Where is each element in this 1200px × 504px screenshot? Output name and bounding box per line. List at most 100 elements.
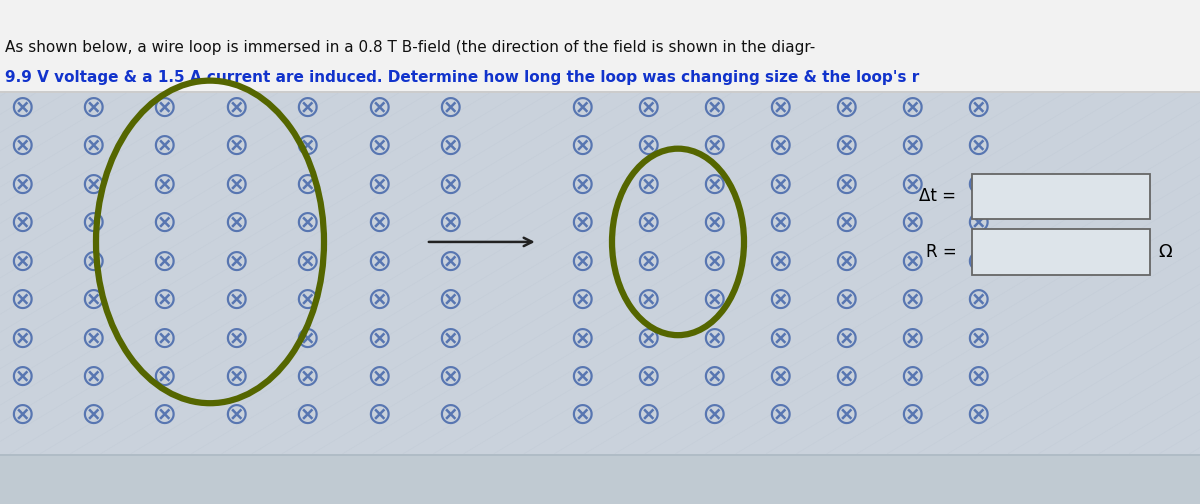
- Text: ⊗: ⊗: [80, 401, 106, 430]
- Text: ⊗: ⊗: [899, 286, 925, 315]
- Text: ⊗: ⊗: [767, 325, 793, 353]
- Text: ⊗: ⊗: [965, 132, 991, 161]
- Text: ⊗: ⊗: [833, 94, 859, 123]
- Text: ⊗: ⊗: [223, 94, 248, 123]
- Bar: [0, 0, 1200, 91]
- Text: ⊗: ⊗: [151, 94, 178, 123]
- Text: ⊗: ⊗: [294, 247, 320, 277]
- Text: ⊗: ⊗: [899, 171, 925, 200]
- Text: ⊗: ⊗: [635, 171, 661, 200]
- Text: ⊗: ⊗: [899, 94, 925, 123]
- Text: ⊗: ⊗: [294, 209, 320, 238]
- Text: ⊗: ⊗: [569, 171, 595, 200]
- Text: ⊗: ⊗: [151, 325, 178, 353]
- Text: ⊗: ⊗: [151, 286, 178, 315]
- Text: ⊗: ⊗: [833, 171, 859, 200]
- Text: ⊗: ⊗: [635, 247, 661, 277]
- Text: ⊗: ⊗: [366, 171, 391, 200]
- Text: ⊗: ⊗: [8, 363, 35, 392]
- Text: ⊗: ⊗: [437, 325, 463, 353]
- Text: ⊗: ⊗: [223, 171, 248, 200]
- Text: Δt =: Δt =: [919, 186, 956, 205]
- Text: ⊗: ⊗: [569, 132, 595, 161]
- Text: ⊗: ⊗: [294, 286, 320, 315]
- Text: ⊗: ⊗: [569, 325, 595, 353]
- Text: ⊗: ⊗: [701, 401, 727, 430]
- Text: ⊗: ⊗: [701, 286, 727, 315]
- Text: ⊗: ⊗: [701, 209, 727, 238]
- Text: ⊗: ⊗: [635, 286, 661, 315]
- Text: 9.9 V voltage & a 1.5 A current are induced. Determine how long the loop was cha: 9.9 V voltage & a 1.5 A current are indu…: [5, 70, 919, 85]
- Text: ⊗: ⊗: [294, 94, 320, 123]
- Text: ⊗: ⊗: [767, 171, 793, 200]
- Text: ⊗: ⊗: [899, 401, 925, 430]
- Text: ⊗: ⊗: [701, 325, 727, 353]
- Text: ⊗: ⊗: [80, 132, 106, 161]
- Text: ⊗: ⊗: [437, 363, 463, 392]
- Text: ⊗: ⊗: [366, 325, 391, 353]
- Text: ⊗: ⊗: [965, 363, 991, 392]
- Text: ⊗: ⊗: [965, 401, 991, 430]
- Text: ⊗: ⊗: [223, 247, 248, 277]
- Text: ⊗: ⊗: [223, 363, 248, 392]
- Text: ⊗: ⊗: [437, 94, 463, 123]
- Text: ⊗: ⊗: [701, 247, 727, 277]
- Text: ⊗: ⊗: [569, 286, 595, 315]
- Text: ⊗: ⊗: [294, 325, 320, 353]
- Text: ⊗: ⊗: [294, 363, 320, 392]
- Text: ⊗: ⊗: [767, 94, 793, 123]
- Text: ⊗: ⊗: [833, 247, 859, 277]
- Text: ⊗: ⊗: [635, 401, 661, 430]
- Text: ⊗: ⊗: [833, 401, 859, 430]
- Text: ⊗: ⊗: [437, 286, 463, 315]
- Text: ⊗: ⊗: [151, 209, 178, 238]
- Text: ⊗: ⊗: [294, 171, 320, 200]
- Text: ⊗: ⊗: [151, 247, 178, 277]
- Text: Ω: Ω: [1158, 243, 1171, 261]
- Text: ⊗: ⊗: [767, 401, 793, 430]
- Text: ⊗: ⊗: [965, 286, 991, 315]
- Text: ⊗: ⊗: [437, 209, 463, 238]
- Text: ⊗: ⊗: [569, 363, 595, 392]
- Bar: [0, 91, 1200, 93]
- Text: ⊗: ⊗: [635, 209, 661, 238]
- Text: ⊗: ⊗: [8, 286, 35, 315]
- Text: ⊗: ⊗: [833, 286, 859, 315]
- Text: ⊗: ⊗: [635, 363, 661, 392]
- Bar: [972, 174, 1150, 219]
- Text: ⊗: ⊗: [965, 325, 991, 353]
- Text: ⊗: ⊗: [366, 94, 391, 123]
- Text: ⊗: ⊗: [635, 325, 661, 353]
- Text: ⊗: ⊗: [701, 363, 727, 392]
- Text: ⊗: ⊗: [437, 171, 463, 200]
- Text: ⊗: ⊗: [223, 286, 248, 315]
- Text: ⊗: ⊗: [366, 247, 391, 277]
- Text: ⊗: ⊗: [151, 171, 178, 200]
- Text: ⊗: ⊗: [8, 94, 35, 123]
- Text: ⊗: ⊗: [767, 286, 793, 315]
- Text: ⊗: ⊗: [701, 132, 727, 161]
- Text: R =: R =: [925, 243, 956, 261]
- Text: ⊗: ⊗: [899, 209, 925, 238]
- Text: ⊗: ⊗: [80, 94, 106, 123]
- Text: ⊗: ⊗: [80, 286, 106, 315]
- Text: ⊗: ⊗: [366, 132, 391, 161]
- Text: ⊗: ⊗: [965, 209, 991, 238]
- Text: ⊗: ⊗: [437, 247, 463, 277]
- Text: ⊗: ⊗: [151, 363, 178, 392]
- Text: ⊗: ⊗: [635, 94, 661, 123]
- Text: ⊗: ⊗: [569, 94, 595, 123]
- Text: ⊗: ⊗: [80, 171, 106, 200]
- Text: ⊗: ⊗: [294, 401, 320, 430]
- Text: ⊗: ⊗: [80, 209, 106, 238]
- Text: ⊗: ⊗: [80, 247, 106, 277]
- Text: ⊗: ⊗: [767, 132, 793, 161]
- Text: ⊗: ⊗: [8, 132, 35, 161]
- Text: ⊗: ⊗: [80, 363, 106, 392]
- Text: ⊗: ⊗: [366, 209, 391, 238]
- Text: ⊗: ⊗: [701, 94, 727, 123]
- Text: ⊗: ⊗: [701, 171, 727, 200]
- Bar: [972, 229, 1150, 275]
- Text: ⊗: ⊗: [8, 209, 35, 238]
- Text: ⊗: ⊗: [767, 209, 793, 238]
